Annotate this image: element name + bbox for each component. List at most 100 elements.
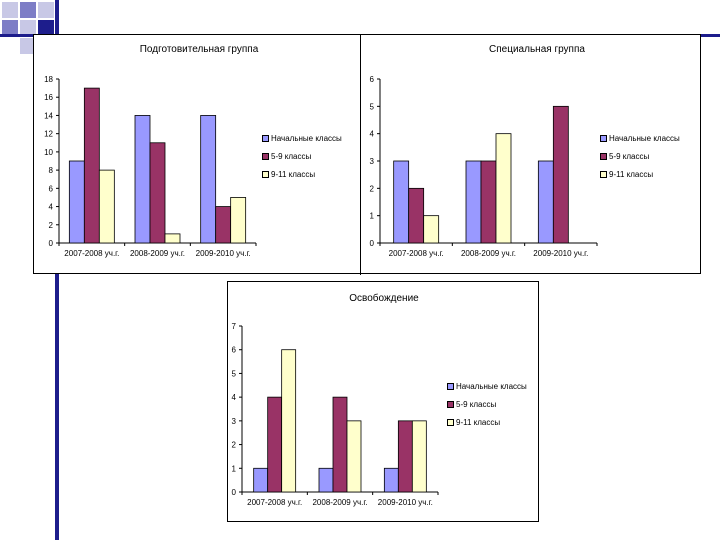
legend-label: 9-11 классы xyxy=(456,417,501,427)
legend-swatch xyxy=(600,134,607,142)
bar xyxy=(98,169,115,244)
legend-item: 5-9 классы xyxy=(600,147,680,165)
decor-square xyxy=(20,20,36,36)
y-tick-label: 2 xyxy=(370,184,375,193)
y-tick-label: 0 xyxy=(49,239,54,248)
legend-label: 5-9 классы xyxy=(456,399,497,409)
y-tick-label: 0 xyxy=(370,239,375,248)
bar xyxy=(318,467,334,493)
legend-swatch xyxy=(262,170,269,178)
legend-item: 5-9 классы xyxy=(262,147,342,165)
x-tick-label: 2009-2010 уч.г. xyxy=(533,249,588,258)
bar xyxy=(495,133,512,244)
legend-item: 9-11 классы xyxy=(447,413,527,431)
panel-divider xyxy=(360,35,361,275)
bar xyxy=(332,396,348,493)
x-tick-label: 2008-2009 уч.г. xyxy=(130,249,185,258)
legend-item: 9-11 классы xyxy=(600,165,680,183)
y-tick-label: 10 xyxy=(44,148,53,157)
y-tick-label: 3 xyxy=(232,417,237,426)
legend-item: 9-11 классы xyxy=(262,165,342,183)
y-tick-label: 4 xyxy=(370,130,375,139)
legend-label: Начальные классы xyxy=(609,133,680,143)
y-tick-label: 5 xyxy=(370,102,375,111)
bar xyxy=(480,160,497,244)
bar xyxy=(397,420,413,493)
bar xyxy=(408,187,425,244)
bar xyxy=(346,420,362,493)
legend-item: Начальные классы xyxy=(447,377,527,395)
bar xyxy=(465,160,482,244)
bar xyxy=(281,349,297,493)
legend-label: 9-11 классы xyxy=(271,169,316,179)
legend-swatch xyxy=(262,152,269,160)
decor-square xyxy=(20,38,36,54)
y-tick-label: 4 xyxy=(232,393,237,402)
bar xyxy=(537,160,554,244)
bar xyxy=(230,197,247,244)
y-tick-label: 8 xyxy=(49,166,54,175)
legend-item: Начальные классы xyxy=(262,129,342,147)
y-tick-label: 1 xyxy=(370,212,375,221)
y-tick-label: 12 xyxy=(44,130,53,139)
y-tick-label: 4 xyxy=(49,203,54,212)
legend-item: Начальные классы xyxy=(600,129,680,147)
y-tick-label: 6 xyxy=(49,184,54,193)
legend-swatch xyxy=(600,152,607,160)
chart-title: Специальная группа xyxy=(489,44,585,55)
decor-square xyxy=(38,20,54,36)
y-tick-label: 6 xyxy=(232,346,237,355)
y-tick-label: 3 xyxy=(370,157,375,166)
bar xyxy=(267,396,283,493)
chart-exemption: 0 1 2 3 4 5 6 7 2007-2008 уч.г. 2008-2009 уч.г. 20… xyxy=(232,322,439,507)
legend-swatch xyxy=(447,382,454,390)
y-tick-label: 18 xyxy=(44,75,53,84)
y-tick-label: 6 xyxy=(370,75,375,84)
bar xyxy=(200,115,217,244)
legend-label: 5-9 классы xyxy=(609,151,650,161)
x-tick-label: 2008-2009 уч.г. xyxy=(461,249,516,258)
chart-panel-bottom: Освобождение 0 1 2 3 4 5 6 7 2007-2008 уч.г. 2008… xyxy=(227,281,539,522)
x-tick-label: 2009-2010 уч.г. xyxy=(378,498,433,507)
y-tick-label: 2 xyxy=(49,221,54,230)
x-tick-label: 2007-2008 уч.г. xyxy=(64,249,119,258)
bar xyxy=(411,420,427,493)
x-tick-label: 2007-2008 уч.г. xyxy=(389,249,444,258)
x-tick-label: 2007-2008 уч.г. xyxy=(247,498,302,507)
bar xyxy=(423,215,440,244)
legend-label: Начальные классы xyxy=(456,381,527,391)
bar xyxy=(383,467,399,493)
legend-swatch xyxy=(447,400,454,408)
legend-label: 9-11 классы xyxy=(609,169,654,179)
decor-square xyxy=(38,2,54,18)
decor-square xyxy=(20,2,36,18)
bar xyxy=(393,160,410,244)
legend-swatch xyxy=(262,134,269,142)
y-tick-label: 14 xyxy=(44,111,53,120)
bar xyxy=(83,87,100,244)
x-tick-label: 2009-2010 уч.г. xyxy=(196,249,251,258)
bar xyxy=(149,142,166,244)
chart-legend: Начальные классы 5-9 классы 9-11 классы xyxy=(600,129,680,183)
y-tick-label: 7 xyxy=(232,322,237,331)
legend-swatch xyxy=(600,170,607,178)
bar xyxy=(164,233,181,244)
chart-title: Освобождение xyxy=(349,293,419,304)
bar xyxy=(552,105,569,244)
y-tick-label: 16 xyxy=(44,93,53,102)
y-tick-label: 5 xyxy=(232,369,237,378)
x-tick-label: 2008-2009 уч.г. xyxy=(312,498,367,507)
decor-square xyxy=(2,20,18,36)
chart-preparatory-group: 0 2 4 6 8 10 12 14 16 18 2007-2008 уч.г. 2008-2009 … xyxy=(44,75,257,258)
chart-panel-top: Подготовительная группа Специальная груп… xyxy=(33,34,701,275)
legend-item: 5-9 классы xyxy=(447,395,527,413)
y-tick-label: 1 xyxy=(232,464,237,473)
legend-swatch xyxy=(447,418,454,426)
chart-title: Подготовительная группа xyxy=(139,44,259,55)
decor-square xyxy=(2,2,18,18)
chart-legend: Начальные классы 5-9 классы 9-11 классы xyxy=(447,377,527,431)
bar xyxy=(253,467,269,493)
legend-label: 5-9 классы xyxy=(271,151,312,161)
chart-legend: Начальные классы 5-9 классы 9-11 классы xyxy=(262,129,342,183)
y-tick-label: 0 xyxy=(232,488,237,497)
